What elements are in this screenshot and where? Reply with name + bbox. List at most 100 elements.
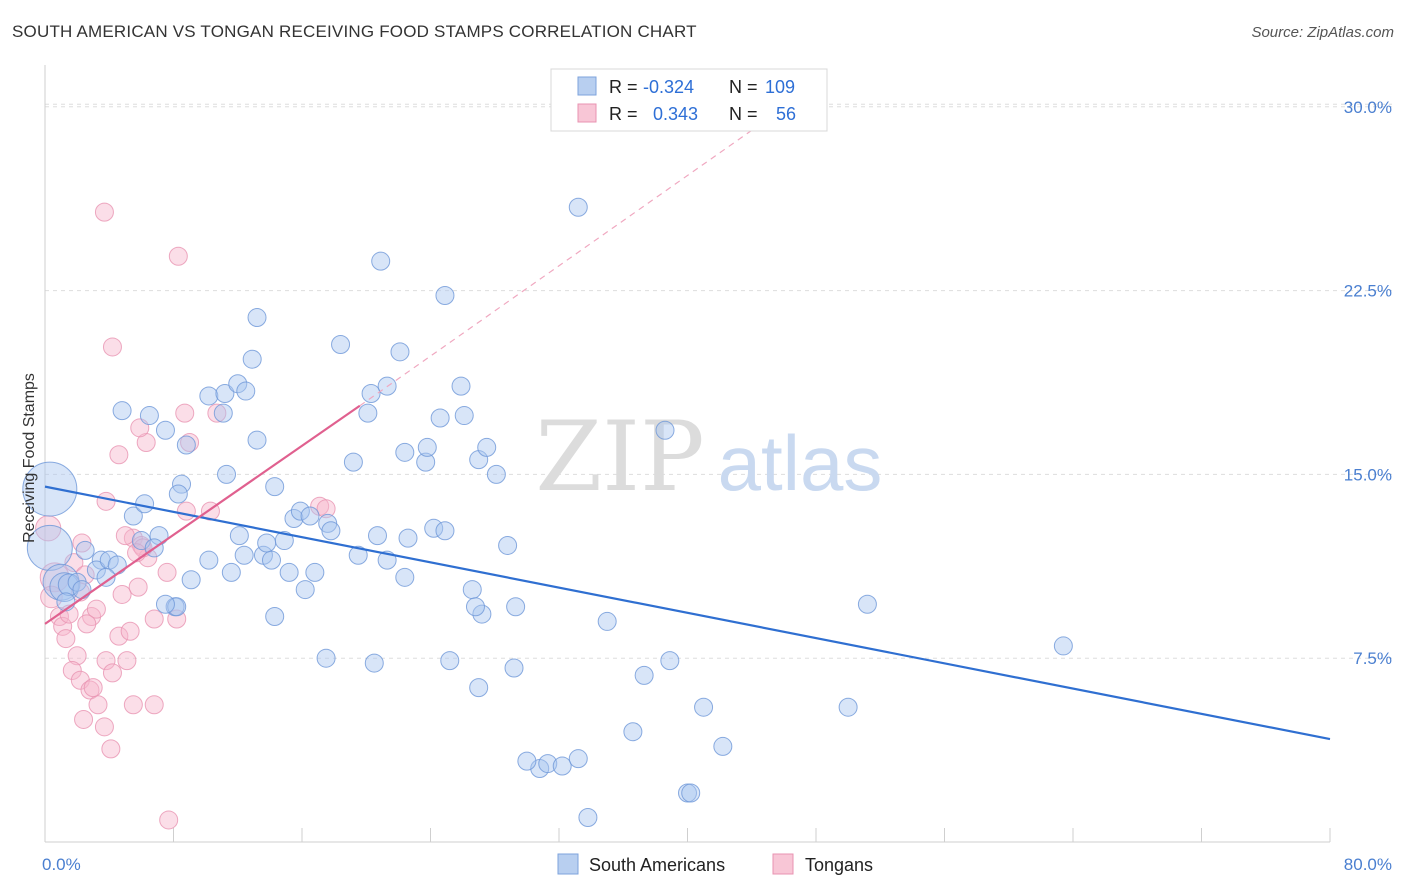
tick-labels: 7.5% 15.0% 22.5% 30.0% 0.0% 80.0% [42,98,1392,874]
south-americans-point [215,384,235,404]
south-americans-point [417,437,437,457]
south-americans-trend-line [44,485,1331,741]
y-axis-label: Receiving Food Stamps [21,373,38,543]
legend-r-label-2: R = [609,104,638,124]
tongans-point [123,695,143,715]
axes [44,65,1331,843]
south-americans-point [440,651,460,671]
south-americans-point [57,573,81,596]
y-tick-label: 22.5% [1344,282,1392,301]
south-americans-point [477,437,497,457]
tongans-point [101,739,121,759]
south-americans-point [139,406,159,426]
south-americans-point [305,562,325,582]
tongans-point [80,680,100,700]
tongans-point [62,660,82,680]
south-americans-point [348,545,368,565]
tongans-point [316,499,336,519]
south-americans-point [155,420,175,440]
south-americans-point [430,408,450,428]
tongans-point [115,526,135,546]
south-americans-point [265,607,285,627]
tongans-point [159,810,179,830]
south-americans-point [284,508,304,528]
south-americans-point [213,403,233,423]
tongans-point [157,562,177,582]
south-americans-point [451,376,471,396]
y-tick-label: 7.5% [1353,649,1392,668]
south-americans-point [176,435,196,455]
tongans-point [102,663,122,683]
bottom-legend: South Americans Tongans [557,853,873,875]
south-americans-point [247,430,267,450]
tongans-point [120,621,140,641]
south-americans-point [597,611,617,631]
legend-swatch-blue [577,76,597,96]
tongans-point [94,717,114,737]
tongans-point [117,651,137,671]
south-americans-point [290,501,310,521]
south-americans-point [321,521,341,541]
south-americans-point [26,524,73,571]
south-americans-point [398,528,418,548]
south-americans-point [395,567,415,587]
south-americans-point [371,251,391,271]
tongans-point [109,445,129,465]
south-americans-point [364,653,384,673]
south-americans-point [181,570,201,590]
south-americans-point [568,197,588,217]
south-americans-point [361,384,381,404]
tongans-point [74,709,94,729]
tongans-trend-line [44,404,361,625]
chart-title: SOUTH AMERICAN VS TONGAN RECEIVING FOOD … [12,22,697,41]
legend-n-label-1: N = [729,77,758,97]
legend-swatch-pink [577,103,597,123]
tongans-point [88,695,108,715]
grid-lines [45,103,1392,659]
tongans-point [96,651,116,671]
south-americans-point [472,604,492,624]
south-americans-point [96,567,116,587]
tongans-point [86,599,106,619]
south-americans-point [228,374,248,394]
south-americans-point [469,678,489,698]
south-americans-point [424,518,444,538]
watermark: ZIP atlas [535,401,882,513]
south-americans-point [300,506,320,526]
south-americans-point [343,452,363,472]
south-americans-point [279,562,299,582]
south-americans-point [660,651,680,671]
south-americans-point [486,464,506,484]
tongans-point [53,616,73,636]
legend-n-value-1: 109 [765,77,795,97]
south-americans-point [694,697,714,717]
y-tick-label: 15.0% [1344,465,1392,484]
south-americans-point [454,406,474,426]
tongans-trend-extension [359,118,769,407]
south-americans-point [538,754,558,774]
watermark-zip: ZIP [535,401,704,513]
tongans-point [109,626,129,646]
south-americans-point [634,665,654,685]
tongans-point [123,528,143,548]
south-americans-point [229,526,249,546]
tongans-point [207,403,227,423]
legend-r-value-1: -0.324 [643,77,694,97]
tongans-point [144,609,164,629]
south-americans-point [217,464,237,484]
south-americans-point [506,597,526,617]
south-americans-point [155,594,175,614]
south-americans-point [167,597,187,617]
tongans-point [83,678,103,698]
south-americans-point [247,308,267,328]
south-americans-point [199,550,219,570]
y-tick-label: 30.0% [1344,98,1392,117]
south-americans-point [435,285,455,305]
tongans-point [75,565,95,585]
bottom-legend-swatch-pink [772,853,794,875]
bottom-legend-south-americans: South Americans [589,855,725,875]
x-tick-label-min: 0.0% [42,855,81,874]
south-americans-point [112,401,132,421]
tongans-point [168,246,188,266]
